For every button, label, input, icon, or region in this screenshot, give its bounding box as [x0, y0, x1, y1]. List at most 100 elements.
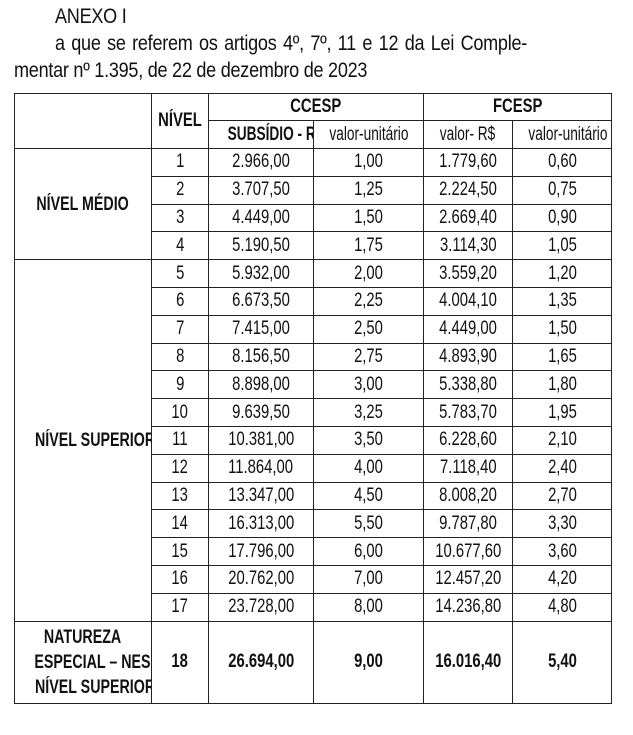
fcesp-valor-cell: 1.779,60: [423, 148, 513, 177]
header-ccesp-subsidio: SUBSÍDIO - R$: [208, 120, 314, 149]
header-fcesp-valor-unitario: valor-unitário: [511, 120, 613, 149]
table-row: 2 3.707,50 1,25 2.224,50 0,75: [15, 175, 613, 205]
nivel-cell: 13: [151, 481, 209, 511]
fcesp-unit-cell: 1,80: [511, 370, 613, 400]
fcesp-unit-cell: 1,50: [511, 314, 613, 344]
table-row: 16 20.762,00 7,00 12.457,20 4,20: [15, 564, 613, 594]
ccesp-unit-cell: 8,00: [313, 592, 424, 622]
nivel-cell: 5: [151, 259, 209, 288]
group-label: NÍVEL SUPERIOR: [14, 259, 152, 622]
ccesp-subsidio-cell: 6.673,50: [208, 286, 314, 316]
table-row: NÍVEL MÉDIO 1 2.966,00 1,00 1.779,60 0,60: [14, 147, 613, 261]
nivel-cell: 3: [151, 203, 209, 233]
nivel-cell: 12: [151, 453, 209, 483]
fcesp-valor-cell: 4.893,90: [423, 342, 513, 372]
table-row: NATUREZA ESPECIAL – NES NÍVEL SUPERIOR 18 26…: [14, 620, 613, 704]
ccesp-unit-cell: 2,50: [313, 314, 424, 344]
ccesp-subsidio-cell: 17.796,00: [208, 537, 314, 566]
header-nivel: NÍVEL: [151, 93, 209, 149]
fcesp-unit-cell: 1,05: [511, 231, 613, 261]
fcesp-valor-cell: 6.228,60: [423, 425, 513, 455]
ccesp-subsidio-cell: 5.932,00: [208, 259, 314, 288]
ccesp-unit-cell: 3,25: [313, 398, 424, 427]
table-row: NÍVEL SUPERIOR 5 5.932,00 2,00 3.559,20 1,20: [14, 259, 613, 622]
fcesp-valor-cell: 3.114,30: [423, 231, 513, 261]
ccesp-subsidio-cell: 8.156,50: [208, 342, 314, 372]
ccesp-subsidio-cell: 4.449,00: [208, 203, 314, 233]
fcesp-valor-cell: 9.787,80: [423, 509, 513, 539]
nivel-cell: 2: [151, 175, 209, 205]
fcesp-unit-cell: 1,35: [511, 286, 613, 316]
table-row: 4 5.190,50 1,75 3.114,30 1,05: [15, 231, 613, 261]
ccesp-unit-cell: 2,75: [313, 342, 424, 372]
fcesp-valor-cell: 12.457,20: [423, 564, 513, 594]
nivel-cell: 15: [151, 537, 209, 566]
fcesp-valor-cell: 2.224,50: [423, 175, 513, 205]
ccesp-unit-cell: 6,00: [313, 537, 424, 566]
ccesp-unit-cell: 1,00: [313, 148, 424, 177]
nivel-cell: 10: [151, 398, 209, 427]
header-ccesp: CCESP: [208, 93, 424, 121]
ccesp-subsidio-cell: 3.707,50: [208, 175, 314, 205]
nivel-cell: 8: [151, 342, 209, 372]
header-blank: [14, 93, 152, 149]
fcesp-valor-cell: 4.004,10: [423, 286, 513, 316]
salary-table: NÍVEL CCESP FCESP SUBSÍDIO - R$ valor-un…: [14, 93, 613, 704]
table-row: 13 13.347,00 4,50 8.008,20 2,70: [15, 481, 613, 511]
fcesp-unit-cell: 5,40: [511, 620, 613, 704]
ccesp-unit-cell: 2,25: [313, 286, 424, 316]
table-row: 3 4.449,00 1,50 2.669,40 0,90: [15, 203, 613, 233]
header-ccesp-valor-unitario: valor-unitário: [313, 120, 424, 149]
group-label: NÍVEL MÉDIO: [14, 147, 152, 261]
table-row: 14 16.313,00 5,50 9.787,80 3,30: [15, 509, 613, 539]
nivel-cell: 18: [151, 620, 209, 704]
fcesp-unit-cell: 1,65: [511, 342, 613, 372]
ccesp-unit-cell: 4,00: [313, 453, 424, 483]
group-label-line: ESPECIAL – NES: [34, 651, 151, 673]
fcesp-unit-cell: 0,60: [511, 148, 613, 177]
group-label-line: NATUREZA: [44, 626, 122, 648]
fcesp-valor-cell: 5.783,70: [423, 398, 513, 427]
fcesp-unit-cell: 1,20: [511, 259, 613, 288]
ccesp-unit-cell: 1,25: [313, 175, 424, 205]
nivel-cell: 14: [151, 509, 209, 539]
group-label-line: NÍVEL SUPERIOR: [35, 429, 152, 451]
fcesp-valor-cell: 3.559,20: [423, 259, 513, 288]
group-label: NATUREZA ESPECIAL – NES NÍVEL SUPERIOR: [14, 620, 152, 704]
ccesp-subsidio-cell: 20.762,00: [208, 564, 314, 594]
fcesp-unit-cell: 2,70: [511, 481, 613, 511]
fcesp-unit-cell: 2,10: [511, 425, 613, 455]
ccesp-subsidio-cell: 10.381,00: [208, 425, 314, 455]
ccesp-unit-cell: 5,50: [313, 509, 424, 539]
ccesp-subsidio-cell: 26.694,00: [208, 620, 314, 704]
ccesp-unit-cell: 7,00: [313, 564, 424, 594]
fcesp-unit-cell: 4,80: [511, 592, 613, 622]
fcesp-unit-cell: 3,30: [511, 509, 613, 539]
table-row: 17 23.728,00 8,00 14.236,80 4,80: [15, 592, 613, 622]
fcesp-valor-cell: 8.008,20: [423, 481, 513, 511]
header-fcesp: FCESP: [422, 93, 613, 121]
fcesp-valor-cell: 5.338,80: [423, 370, 513, 400]
fcesp-unit-cell: 4,20: [511, 564, 613, 594]
annex-subtitle-line-2: mentar nº 1.395, de 22 de dezembro de 20…: [14, 59, 368, 82]
ccesp-subsidio-cell: 23.728,00: [208, 592, 314, 622]
group-label-line: NÍVEL MÉDIO: [36, 193, 130, 215]
fcesp-valor-cell: 10.677,60: [423, 537, 513, 566]
nivel-cell: 9: [151, 370, 209, 400]
table-row: 11 10.381,00 3,50 6.228,60 2,10: [15, 425, 613, 455]
table-row: 6 6.673,50 2,25 4.004,10 1,35: [15, 286, 613, 316]
nivel-cell: 4: [151, 231, 209, 261]
ccesp-subsidio-cell: 9.639,50: [208, 398, 314, 427]
ccesp-subsidio-cell: 11.864,00: [208, 453, 314, 483]
fcesp-unit-cell: 2,40: [511, 453, 613, 483]
fcesp-valor-cell: 16.016,40: [423, 620, 513, 704]
annex-subtitle-line-1: a que se referem os artigos 4º, 7º, 11 e…: [55, 32, 528, 55]
ccesp-subsidio-cell: 2.966,00: [208, 148, 314, 177]
fcesp-unit-cell: 0,90: [511, 203, 613, 233]
nivel-cell: 6: [151, 286, 209, 316]
table-row: 7 7.415,00 2,50 4.449,00 1,50: [15, 314, 613, 344]
ccesp-subsidio-cell: 7.415,00: [208, 314, 314, 344]
ccesp-subsidio-cell: 8.898,00: [208, 370, 314, 400]
nivel-cell: 17: [151, 592, 209, 622]
nivel-cell: 16: [151, 564, 209, 594]
